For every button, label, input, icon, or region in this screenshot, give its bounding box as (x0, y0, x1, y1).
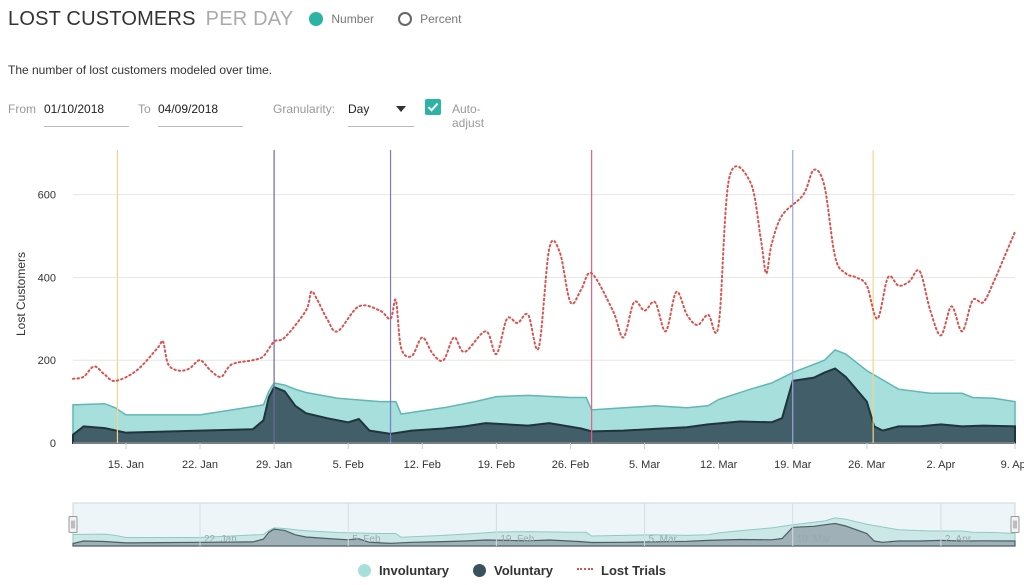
y-axis-label: Lost Customers (14, 252, 28, 336)
x-tick-label: 12. Mar (700, 459, 738, 471)
chart-legend: Involuntary Voluntary Lost Trials (0, 563, 1024, 578)
x-tick-label: 19. Mar (774, 459, 812, 471)
x-tick-label: 5. Mar (629, 459, 661, 471)
radio-selected-icon (309, 12, 324, 26)
legend-item-voluntary[interactable]: Voluntary (473, 563, 553, 578)
chart-subtitle: PER DAY (205, 7, 294, 30)
to-date-input[interactable]: 04/09/2018 (158, 98, 243, 127)
legend-swatch-voluntary (473, 564, 487, 577)
legend-item-involuntary[interactable]: Involuntary (357, 563, 450, 578)
from-date-value: 01/10/2018 (44, 102, 105, 116)
granularity-value: Day (348, 102, 370, 116)
navigator-handle-left[interactable] (68, 516, 78, 533)
legend-label-lost-trials: Lost Trials (601, 563, 667, 578)
navigator-tick-label: 5. Feb (352, 534, 381, 545)
percent-radio[interactable]: Percent (398, 12, 461, 26)
chart-title: LOST CUSTOMERS (8, 7, 196, 30)
navigator-tick-label: 19. Feb (500, 534, 534, 545)
navigator-voluntary-area (72, 522, 1016, 547)
navigator-tick-label: 19. Mar (797, 534, 832, 545)
auto-adjust-label: Auto-adjust (452, 102, 485, 130)
legend-swatch-involuntary (357, 564, 371, 577)
from-date-input[interactable]: 01/10/2018 (44, 98, 129, 127)
navigator-tick-label: 22. Jan (204, 534, 237, 545)
radio-unselected-icon (398, 12, 413, 26)
checkmark-icon (427, 102, 439, 112)
y-tick-label: 200 (38, 355, 56, 367)
x-tick-label: 26. Feb (552, 459, 589, 471)
navigator-chart[interactable]: 22. Jan 5. Feb 19. Feb 5. Mar 19. Mar 2. Apr (0, 500, 1024, 552)
legend-label-voluntary: Voluntary (494, 563, 554, 578)
x-tick-label: 12. Feb (404, 459, 441, 471)
y-tick-label: 600 (38, 190, 56, 202)
legend-item-lost-trials[interactable]: Lost Trials (577, 563, 666, 578)
legend-swatch-lost-trials (577, 568, 594, 573)
granularity-label: Granularity: (273, 102, 336, 116)
navigator-tick-label: 2. Apr (945, 534, 972, 545)
x-tick-label: 9. Apr (1001, 459, 1024, 471)
main-chart: 0 200 400 600 Lost Customers 15. Jan 22. Jan 29… (14, 150, 1024, 471)
legend-label-involuntary: Involuntary (378, 563, 450, 578)
x-tick-label: 2. Apr (927, 459, 956, 471)
x-tick-label: 5. Feb (333, 459, 364, 471)
granularity-select[interactable]: Day (348, 98, 414, 127)
auto-adjust-checkbox[interactable] (425, 99, 441, 115)
y-tick-label: 0 (50, 438, 56, 450)
to-label: To (138, 102, 151, 116)
chevron-down-icon (396, 106, 406, 112)
y-tick-label: 400 (38, 272, 56, 284)
navigator-tick-label: 5. Mar (649, 534, 678, 545)
x-tick-label: 22. Jan (182, 459, 218, 471)
from-label: From (8, 102, 36, 116)
chart-description: The number of lost customers modeled ove… (8, 63, 273, 77)
number-radio[interactable]: Number (309, 12, 374, 26)
chart-header: LOST CUSTOMERS PER DAY Number Percent (8, 6, 461, 32)
x-tick-label: 15. Jan (108, 459, 144, 471)
voluntary-area (72, 367, 1016, 444)
to-date-value: 04/09/2018 (158, 102, 219, 116)
number-radio-label: Number (331, 12, 375, 26)
x-tick-label: 29. Jan (256, 459, 292, 471)
lost-trials-line (72, 165, 1016, 382)
navigator-handle-right[interactable] (1010, 516, 1020, 533)
percent-radio-label: Percent (420, 12, 462, 26)
x-tick-label: 19. Feb (478, 459, 515, 471)
x-tick-label: 26. Mar (848, 459, 886, 471)
